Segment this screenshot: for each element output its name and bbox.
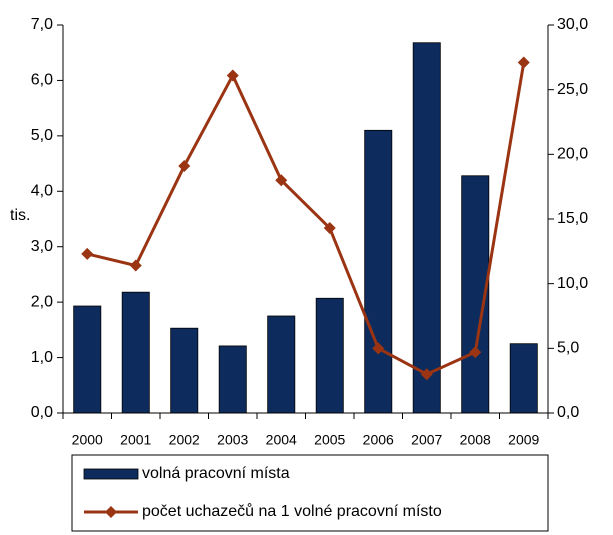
- y2-tick-label: 0,0: [557, 404, 579, 421]
- y-tick-label: 7,0: [31, 16, 53, 33]
- line-marker: [129, 259, 142, 272]
- bar: [364, 129, 393, 414]
- x-tick-label: 2008: [460, 432, 491, 448]
- bar: [412, 42, 441, 414]
- y2-tick-label: 5,0: [557, 340, 579, 357]
- legend-box: [71, 454, 549, 532]
- bar: [267, 315, 296, 414]
- x-tick-label: 2009: [508, 432, 539, 448]
- y-tick-label: 6,0: [31, 72, 53, 89]
- line-marker: [372, 342, 385, 355]
- bar: [121, 291, 150, 414]
- x-tick-label: 2002: [169, 432, 200, 448]
- y2-tick-label: 15,0: [557, 210, 588, 227]
- y-tick-label: 5,0: [31, 127, 53, 144]
- y-axis-label: tis.: [10, 207, 30, 224]
- line-marker: [420, 368, 433, 381]
- y2-tick-label: 30,0: [557, 16, 588, 33]
- legend-label: volná pracovní místa: [142, 465, 290, 482]
- line-marker: [81, 247, 94, 260]
- legend-marker: [105, 506, 117, 518]
- x-tick-label: 2000: [72, 432, 103, 448]
- line: [86, 62, 526, 376]
- x-tick-label: 2005: [314, 432, 345, 448]
- line-marker: [323, 222, 336, 235]
- x-tick-label: 2006: [363, 432, 394, 448]
- x-tick-label: 2004: [266, 432, 297, 448]
- bar: [509, 343, 538, 414]
- bar: [170, 327, 199, 414]
- y-tick-label: 4,0: [31, 183, 53, 200]
- y-tick-label: 3,0: [31, 238, 53, 255]
- bar: [315, 297, 344, 414]
- line-marker: [178, 159, 191, 172]
- x-tick-label: 2003: [217, 432, 248, 448]
- line-marker: [275, 174, 288, 187]
- y2-tick-label: 10,0: [557, 275, 588, 292]
- x-tick-label: 2007: [411, 432, 442, 448]
- y2-tick-label: 20,0: [557, 146, 588, 163]
- legend-label: počet uchazečů na 1 volné pracovní místo: [142, 502, 442, 520]
- legend-swatch: [83, 468, 139, 480]
- line-marker: [226, 69, 239, 82]
- x-tick-label: 2001: [120, 432, 151, 448]
- line-marker: [469, 346, 482, 359]
- y2-tick-label: 25,0: [557, 81, 588, 98]
- y-tick-label: 1,0: [31, 349, 53, 366]
- y-tick-label: 2,0: [31, 293, 53, 310]
- y-tick-label: 0,0: [31, 404, 53, 421]
- bar: [218, 345, 247, 414]
- line-marker: [517, 56, 530, 69]
- bar: [73, 305, 102, 414]
